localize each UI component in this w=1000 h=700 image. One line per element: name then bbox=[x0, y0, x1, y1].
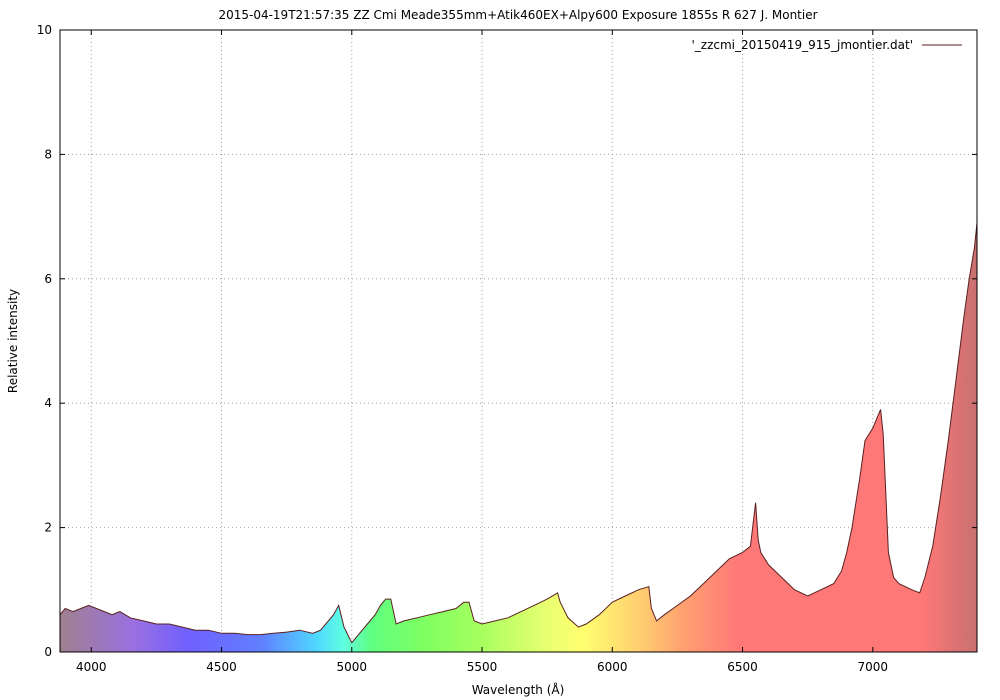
y-axis-ticks: 0 2 4 6 8 10 bbox=[37, 23, 977, 659]
y-tick-label: 4 bbox=[44, 396, 52, 410]
chart-title: 2015-04-19T21:57:35 ZZ Cmi Meade355mm+At… bbox=[218, 8, 817, 22]
x-tick-label: 4500 bbox=[206, 660, 237, 674]
x-axis-ticks: 4000 4500 5000 5500 6000 6500 7000 bbox=[76, 30, 888, 674]
spectrum-area bbox=[60, 222, 977, 652]
x-axis-label: Wavelength (Å) bbox=[472, 682, 565, 697]
legend-label: '_zzcmi_20150419_915_jmontier.dat' bbox=[691, 38, 913, 52]
grid-lines bbox=[60, 30, 977, 652]
spectrum-line bbox=[60, 222, 977, 644]
x-tick-label: 6000 bbox=[597, 660, 628, 674]
x-tick-label: 6500 bbox=[727, 660, 758, 674]
y-tick-label: 0 bbox=[44, 645, 52, 659]
x-tick-label: 5500 bbox=[467, 660, 498, 674]
y-tick-label: 10 bbox=[37, 23, 52, 37]
y-tick-label: 6 bbox=[44, 272, 52, 286]
x-tick-label: 4000 bbox=[76, 660, 107, 674]
y-tick-label: 8 bbox=[44, 147, 52, 161]
x-tick-label: 7000 bbox=[858, 660, 889, 674]
y-axis-label: Relative intensity bbox=[6, 289, 20, 393]
y-tick-label: 2 bbox=[44, 521, 52, 535]
plot-frame bbox=[59, 29, 978, 653]
spectrum-fill bbox=[60, 222, 977, 652]
legend: '_zzcmi_20150419_915_jmontier.dat' bbox=[691, 38, 962, 52]
x-tick-label: 5000 bbox=[336, 660, 367, 674]
